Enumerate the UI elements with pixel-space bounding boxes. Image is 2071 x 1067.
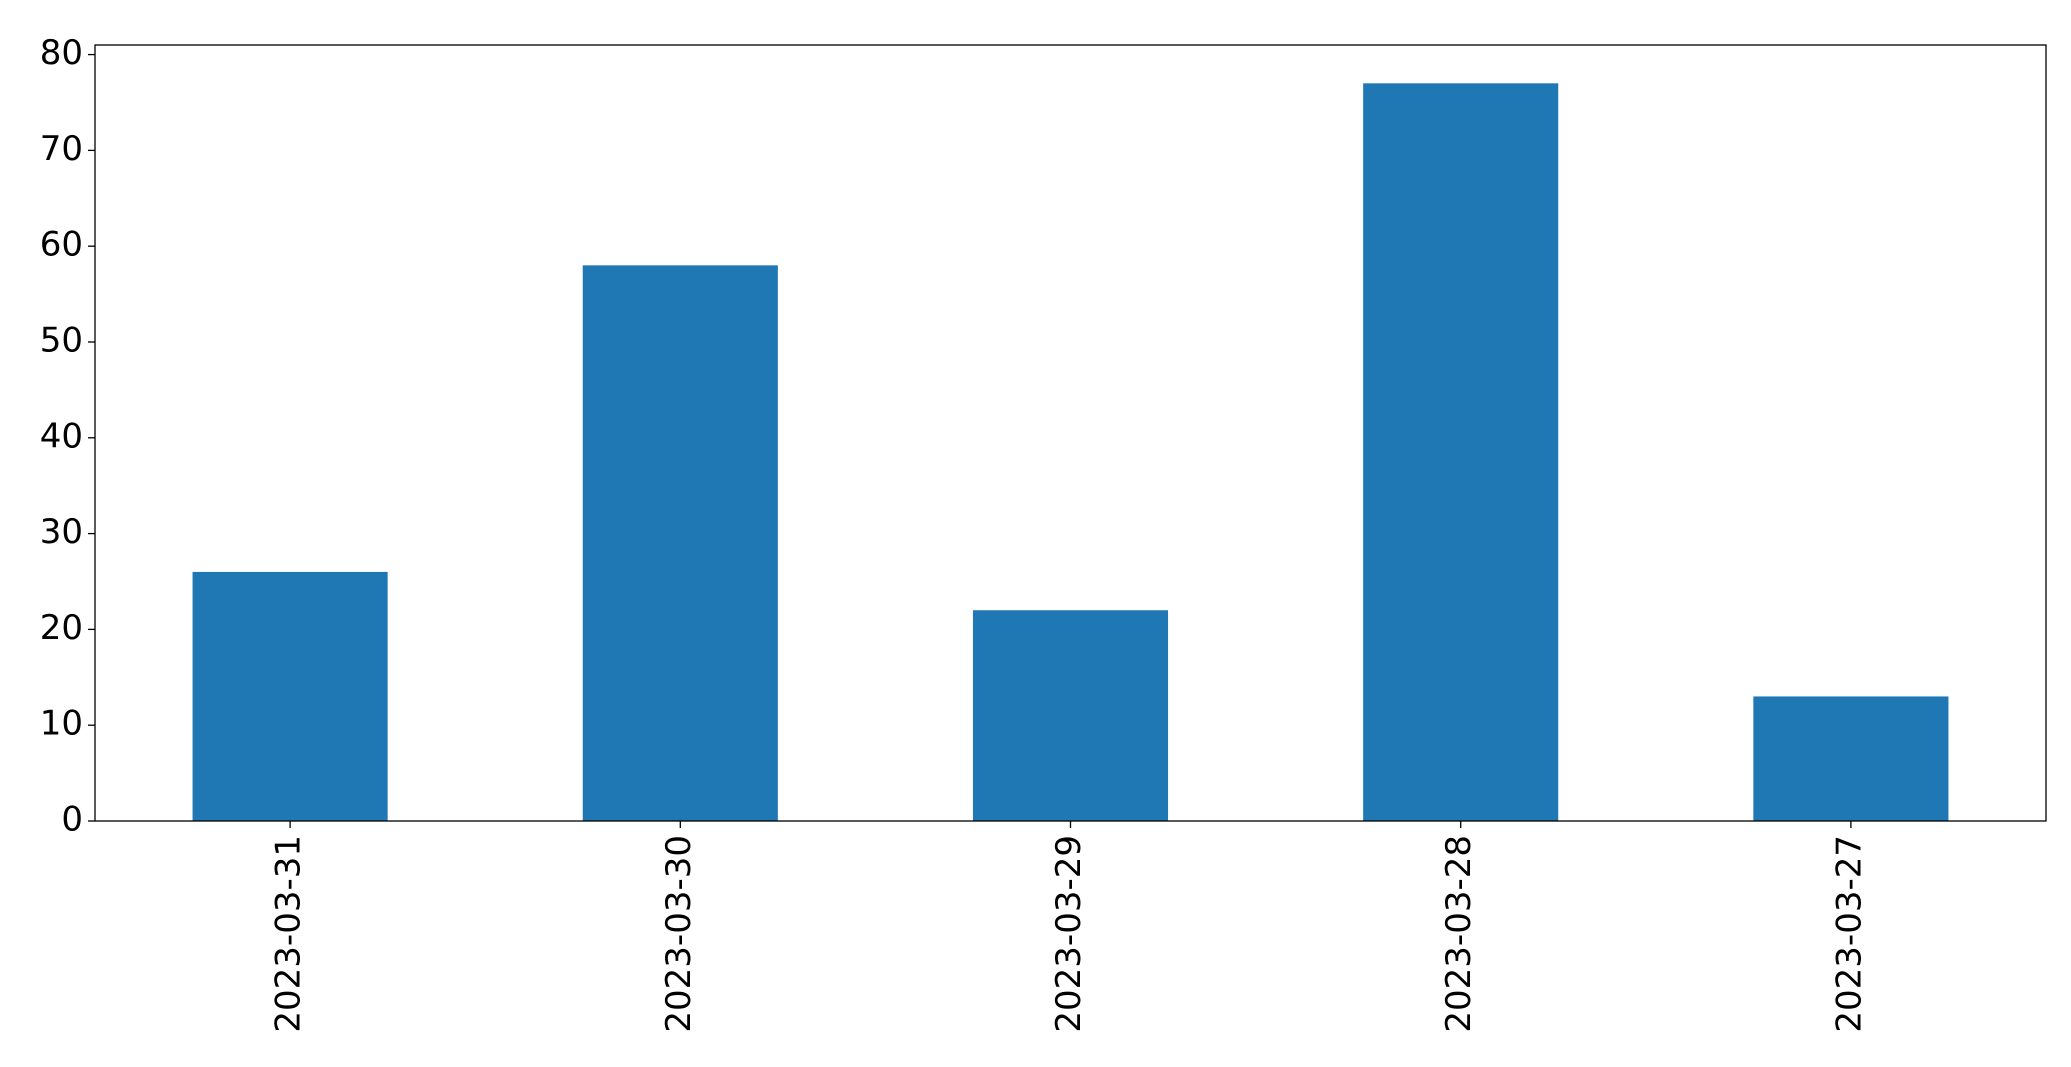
bar xyxy=(1753,696,1949,821)
x-tick-label: 2023-03-27 xyxy=(1829,835,1869,1033)
bar xyxy=(972,610,1169,821)
y-tick-label: 20 xyxy=(40,608,83,648)
y-tick-label: 0 xyxy=(61,800,83,840)
x-tick-label: 2023-03-29 xyxy=(1049,835,1089,1033)
bar xyxy=(582,265,778,821)
y-tick-label: 40 xyxy=(40,416,83,456)
y-tick-label: 70 xyxy=(40,129,83,169)
bar xyxy=(192,571,388,821)
y-tick-label: 80 xyxy=(40,33,83,73)
x-tick-label: 2023-03-30 xyxy=(659,835,699,1033)
x-tick-label: 2023-03-28 xyxy=(1439,835,1479,1033)
x-tick-label: 2023-03-31 xyxy=(269,835,309,1033)
y-tick-label: 30 xyxy=(40,512,83,552)
y-tick-label: 60 xyxy=(40,225,83,265)
bar xyxy=(1363,83,1559,821)
y-tick-label: 10 xyxy=(40,704,83,744)
plot-frame xyxy=(94,44,2047,822)
y-tick-label: 50 xyxy=(40,320,83,360)
